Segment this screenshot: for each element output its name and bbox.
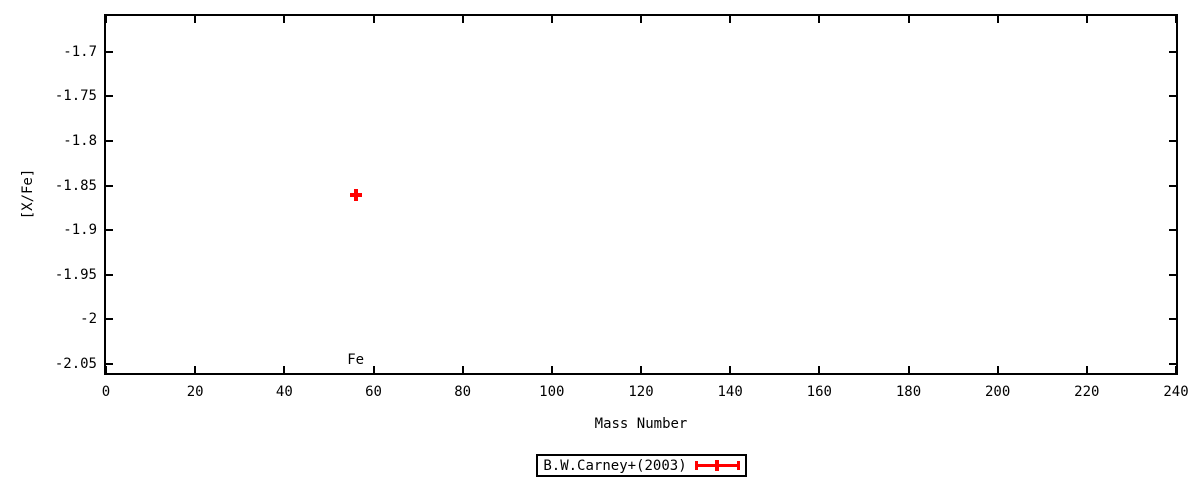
x-tick-bottom — [818, 366, 821, 373]
x-tick-bottom — [372, 366, 375, 373]
x-tick-top — [640, 16, 642, 23]
x-tick-label: 220 — [1074, 384, 1100, 400]
y-tick-left — [106, 184, 113, 187]
errorbar-sample-icon — [694, 460, 740, 471]
y-tick-right — [1169, 273, 1176, 276]
marker-vertical-bar — [353, 188, 358, 201]
x-tick-label: 180 — [895, 384, 922, 400]
x-tick-top — [372, 16, 375, 23]
x-tick-top — [818, 16, 821, 23]
x-tick-label: 80 — [454, 384, 472, 400]
x-tick-label: 160 — [806, 384, 832, 400]
x-axis-title: Mass Number — [594, 416, 688, 432]
y-tick-left — [106, 229, 113, 232]
y-tick-label: -1.85 — [54, 177, 97, 194]
x-tick-label: 140 — [717, 384, 743, 400]
x-tick-top — [283, 16, 286, 23]
legend-label: B.W.Carney+(2003) — [543, 457, 687, 474]
y-axis-title: [X/Fe] — [20, 168, 36, 220]
y-tick-left — [106, 318, 113, 321]
data-point-marker — [349, 188, 362, 201]
x-tick-label: 20 — [186, 384, 204, 400]
y-tick-label: -1.7 — [63, 43, 97, 60]
x-tick-bottom — [729, 366, 732, 373]
x-tick-bottom — [194, 366, 197, 373]
point-annotation-label: Fe — [347, 352, 365, 368]
errorbar-left-cap — [694, 461, 698, 470]
y-tick-right — [1169, 95, 1176, 98]
x-tick-bottom — [1085, 366, 1088, 373]
x-tick-top — [1085, 16, 1088, 23]
x-tick-top — [907, 16, 910, 23]
x-tick-bottom — [996, 366, 999, 373]
x-tick-bottom — [550, 366, 553, 373]
y-tick-left — [106, 273, 113, 276]
y-tick-label: -1.95 — [54, 266, 97, 283]
x-tick-top — [550, 16, 553, 23]
y-tick-left — [106, 363, 113, 366]
x-tick-label: 40 — [275, 384, 293, 400]
y-tick-label: -1.9 — [63, 222, 97, 239]
x-tick-top — [194, 16, 197, 23]
x-tick-top — [996, 16, 999, 23]
y-tick-right — [1169, 229, 1176, 232]
x-tick-label: 60 — [365, 384, 382, 400]
errorbar-right-cap — [736, 461, 740, 470]
x-tick-label: 100 — [539, 384, 565, 400]
x-tick-label: 200 — [985, 384, 1011, 400]
x-tick-top — [729, 16, 732, 23]
y-tick-right — [1169, 318, 1176, 321]
x-tick-bottom — [105, 366, 107, 373]
x-tick-top — [461, 16, 464, 23]
y-tick-label: -2 — [80, 311, 97, 328]
x-tick-bottom — [283, 366, 286, 373]
x-tick-bottom — [907, 366, 910, 373]
y-tick-left — [106, 139, 113, 142]
plot-area — [104, 14, 1178, 375]
y-tick-left — [106, 50, 113, 53]
legend: B.W.Carney+(2003) — [536, 454, 747, 477]
x-tick-bottom — [461, 366, 464, 373]
y-tick-label: -1.8 — [63, 132, 97, 149]
y-tick-right — [1169, 363, 1176, 366]
y-tick-right — [1169, 139, 1176, 142]
x-tick-top — [105, 16, 107, 23]
x-tick-label: 0 — [101, 384, 111, 400]
y-tick-label: -1.75 — [54, 88, 97, 105]
x-tick-bottom — [1175, 366, 1177, 373]
y-tick-right — [1169, 50, 1176, 53]
y-tick-left — [106, 95, 113, 98]
errorbar-point-mark — [714, 460, 719, 471]
y-tick-right — [1169, 184, 1176, 187]
x-tick-bottom — [640, 366, 642, 373]
x-tick-label: 120 — [628, 384, 654, 400]
x-tick-label: 240 — [1163, 384, 1189, 400]
y-tick-label: -2.05 — [54, 356, 97, 373]
x-tick-top — [1175, 16, 1177, 23]
